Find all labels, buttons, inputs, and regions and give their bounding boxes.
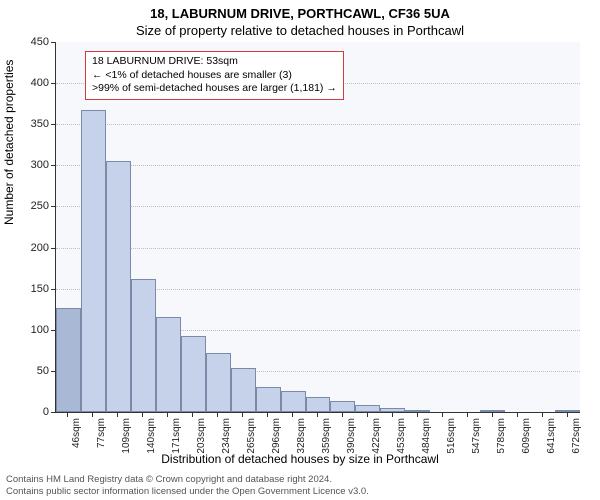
xtick-mark	[417, 412, 418, 417]
xtick-mark	[192, 412, 193, 417]
xtick-mark	[492, 412, 493, 417]
x-axis-label: Distribution of detached houses by size …	[0, 452, 600, 466]
xtick-mark	[142, 412, 143, 417]
ytick-mark	[51, 42, 56, 43]
xtick-label: 359sqm	[321, 418, 332, 478]
footer-attribution: Contains HM Land Registry data © Crown c…	[6, 474, 369, 497]
xtick-mark	[542, 412, 543, 417]
xtick-label: 390sqm	[346, 418, 357, 478]
ytick-label: 350	[9, 118, 49, 130]
xtick-label: 265sqm	[246, 418, 257, 478]
xtick-mark	[267, 412, 268, 417]
xtick-mark	[392, 412, 393, 417]
bar	[380, 408, 405, 412]
bar	[306, 397, 331, 412]
xtick-label: 641sqm	[546, 418, 557, 478]
xtick-label: 453sqm	[396, 418, 407, 478]
ytick-mark	[51, 83, 56, 84]
chart-title-address: 18, LABURNUM DRIVE, PORTHCAWL, CF36 5UA	[0, 0, 600, 21]
bar	[56, 308, 81, 412]
gridline	[56, 248, 580, 249]
bar	[81, 110, 106, 412]
ytick-label: 100	[9, 324, 49, 336]
xtick-label: 516sqm	[446, 418, 457, 478]
ytick-label: 400	[9, 77, 49, 89]
xtick-mark	[442, 412, 443, 417]
bar	[480, 410, 505, 412]
ytick-mark	[51, 206, 56, 207]
xtick-label: 547sqm	[471, 418, 482, 478]
xtick-mark	[117, 412, 118, 417]
bar	[355, 405, 380, 412]
ytick-label: 450	[9, 36, 49, 48]
bar	[106, 161, 131, 412]
callout-box: 18 LABURNUM DRIVE: 53sqm ← <1% of detach…	[85, 51, 344, 100]
xtick-label: 578sqm	[496, 418, 507, 478]
bar	[256, 387, 281, 412]
bar	[231, 368, 256, 412]
ytick-label: 0	[9, 406, 49, 418]
ytick-mark	[51, 124, 56, 125]
ytick-label: 250	[9, 200, 49, 212]
xtick-mark	[367, 412, 368, 417]
xtick-label: 234sqm	[221, 418, 232, 478]
xtick-label: 609sqm	[521, 418, 532, 478]
xtick-label: 109sqm	[121, 418, 132, 478]
bar	[405, 410, 430, 412]
xtick-label: 672sqm	[571, 418, 582, 478]
xtick-mark	[467, 412, 468, 417]
xtick-mark	[242, 412, 243, 417]
bar	[131, 279, 156, 412]
ytick-label: 150	[9, 283, 49, 295]
ytick-mark	[51, 165, 56, 166]
gridline	[56, 124, 580, 125]
xtick-label: 203sqm	[196, 418, 207, 478]
footer-line1: Contains HM Land Registry data © Crown c…	[6, 474, 369, 485]
xtick-label: 328sqm	[296, 418, 307, 478]
gridline	[56, 206, 580, 207]
xtick-mark	[567, 412, 568, 417]
ytick-label: 300	[9, 159, 49, 171]
xtick-mark	[292, 412, 293, 417]
xtick-label: 422sqm	[371, 418, 382, 478]
xtick-mark	[167, 412, 168, 417]
xtick-label: 46sqm	[71, 418, 82, 478]
xtick-mark	[217, 412, 218, 417]
xtick-mark	[517, 412, 518, 417]
ytick-mark	[51, 412, 56, 413]
bar	[281, 391, 306, 412]
chart-container: 18, LABURNUM DRIVE, PORTHCAWL, CF36 5UA …	[0, 0, 600, 500]
xtick-label: 77sqm	[96, 418, 107, 478]
bar	[181, 336, 206, 412]
ytick-label: 200	[9, 242, 49, 254]
chart-plot-wrap: 18 LABURNUM DRIVE: 53sqm ← <1% of detach…	[55, 42, 579, 412]
xtick-mark	[342, 412, 343, 417]
bar	[206, 353, 231, 412]
bar	[555, 410, 580, 412]
xtick-mark	[92, 412, 93, 417]
ytick-mark	[51, 248, 56, 249]
bar	[156, 317, 181, 412]
ytick-label: 50	[9, 365, 49, 377]
callout-line3: >99% of semi-detached houses are larger …	[92, 82, 337, 96]
xtick-label: 484sqm	[421, 418, 432, 478]
xtick-label: 296sqm	[271, 418, 282, 478]
xtick-label: 140sqm	[146, 418, 157, 478]
bar	[330, 401, 355, 413]
chart-title-subtitle: Size of property relative to detached ho…	[0, 21, 600, 38]
xtick-mark	[67, 412, 68, 417]
xtick-label: 171sqm	[171, 418, 182, 478]
ytick-mark	[51, 289, 56, 290]
xtick-mark	[317, 412, 318, 417]
callout-line1: 18 LABURNUM DRIVE: 53sqm	[92, 55, 337, 69]
gridline	[56, 165, 580, 166]
footer-line2: Contains public sector information licen…	[6, 486, 369, 497]
callout-line2: ← <1% of detached houses are smaller (3)	[92, 69, 337, 83]
